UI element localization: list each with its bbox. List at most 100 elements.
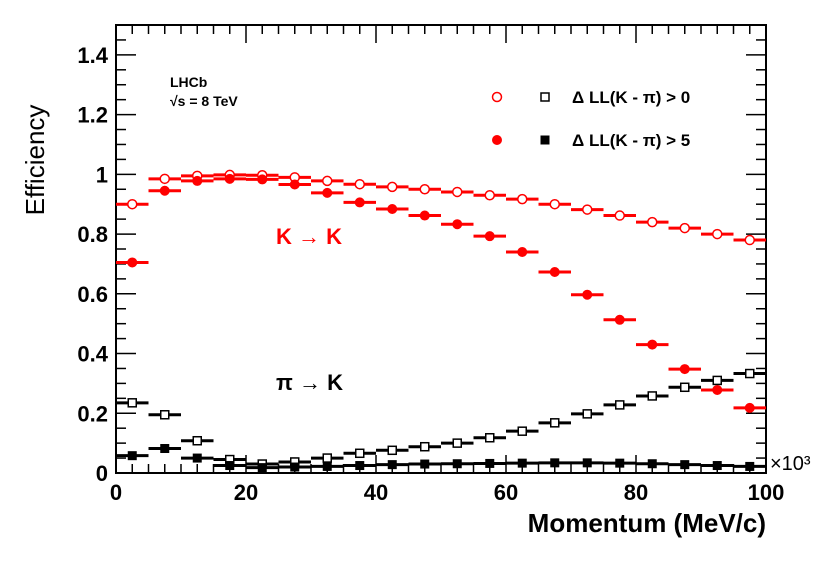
y-tick-label: 0.4 <box>77 342 108 367</box>
data-point <box>322 461 332 471</box>
data-point <box>452 438 462 448</box>
data-point <box>647 339 658 350</box>
data-point <box>452 186 463 198</box>
data-point <box>517 246 528 257</box>
data-point <box>679 222 690 234</box>
kk-annotation: K → K <box>276 224 342 249</box>
x-tick-label: 0 <box>110 480 122 505</box>
data-point <box>647 391 657 401</box>
data-point <box>745 461 755 471</box>
legend-marker <box>540 135 550 145</box>
data-point <box>582 409 592 419</box>
data-point <box>484 231 495 242</box>
data-point <box>582 458 592 468</box>
data-point <box>647 459 657 469</box>
data-point <box>615 400 625 410</box>
x-tick-label: 40 <box>364 480 388 505</box>
data-point <box>192 435 202 446</box>
data-point <box>712 228 723 240</box>
energy-label: √s = 8 TeV <box>170 93 238 109</box>
x-axis-title: Momentum (MeV/c) <box>528 508 766 538</box>
data-point <box>485 433 495 443</box>
data-point <box>420 459 430 469</box>
data-point <box>322 175 333 187</box>
data-point <box>257 174 268 185</box>
data-point <box>484 189 495 201</box>
data-point <box>419 210 430 221</box>
data-point <box>387 203 398 214</box>
data-point <box>127 398 137 408</box>
data-point <box>582 289 593 300</box>
legend-label: Δ LL(K - π) > 0 <box>572 88 690 107</box>
data-point <box>517 193 528 205</box>
data-point <box>549 198 560 210</box>
data-point <box>712 375 722 386</box>
data-point <box>550 418 560 428</box>
pik-annotation: π → K <box>276 370 343 395</box>
y-tick-label: 1.4 <box>77 43 108 68</box>
data-series <box>116 169 766 473</box>
legend-marker <box>491 91 503 103</box>
data-point <box>257 463 267 473</box>
data-point <box>127 257 138 268</box>
x-tick-label: 60 <box>494 480 518 505</box>
y-tick-label: 1 <box>96 162 108 187</box>
data-point <box>224 173 235 184</box>
data-point <box>712 461 722 471</box>
data-point <box>387 460 397 470</box>
data-point <box>354 178 365 190</box>
data-point <box>550 458 560 468</box>
data-point <box>615 458 625 468</box>
data-point <box>745 368 755 379</box>
data-point <box>679 364 690 375</box>
legend-label: Δ LL(K - π) > 5 <box>572 131 690 150</box>
x-tick-label: 20 <box>234 480 258 505</box>
series-open-square <box>116 368 766 469</box>
legend-marker <box>492 135 502 145</box>
data-point <box>680 382 690 393</box>
data-point <box>160 410 170 420</box>
data-point <box>192 175 203 186</box>
x-axis-multiplier: ×10³ <box>770 453 811 475</box>
data-point <box>354 197 365 208</box>
data-point <box>159 185 170 196</box>
legend-marker <box>540 92 550 102</box>
data-point <box>614 210 625 221</box>
data-point <box>290 462 300 472</box>
data-point <box>192 453 202 463</box>
data-point <box>322 453 332 463</box>
data-point <box>485 458 495 468</box>
data-point <box>127 451 137 461</box>
y-axis-title: Efficiency <box>20 105 50 216</box>
data-point <box>517 458 527 468</box>
y-tick-label: 0.2 <box>77 401 108 426</box>
data-point <box>582 204 593 215</box>
data-point <box>419 184 430 195</box>
data-point <box>387 181 398 193</box>
data-point <box>712 384 723 395</box>
x-tick-label: 80 <box>624 480 648 505</box>
data-point <box>452 219 463 230</box>
data-point <box>387 445 397 456</box>
data-point <box>322 187 333 198</box>
y-tick-label: 0.8 <box>77 222 108 247</box>
data-point <box>159 173 170 185</box>
y-tick-label: 0 <box>96 461 108 486</box>
series-filled-circle <box>116 173 766 413</box>
data-point <box>420 441 430 452</box>
legend: Δ LL(K - π) > 0 Δ LL(K - π) > 5 <box>491 88 690 150</box>
data-point <box>225 461 235 471</box>
data-point <box>452 459 462 469</box>
series-filled-square <box>116 444 766 473</box>
data-point <box>549 266 560 277</box>
tick-labels: 0 0.2 0.4 0.6 0.8 1 1.2 1.4 0 20 40 60 80 100 <box>77 43 784 505</box>
data-point <box>680 460 690 470</box>
data-point <box>127 198 138 210</box>
experiment-label: LHCb <box>170 74 207 90</box>
data-point <box>160 444 170 454</box>
y-tick-label: 1.2 <box>77 103 108 128</box>
y-tick-label: 0.6 <box>77 282 108 307</box>
data-point <box>744 402 755 413</box>
data-point <box>355 448 365 459</box>
